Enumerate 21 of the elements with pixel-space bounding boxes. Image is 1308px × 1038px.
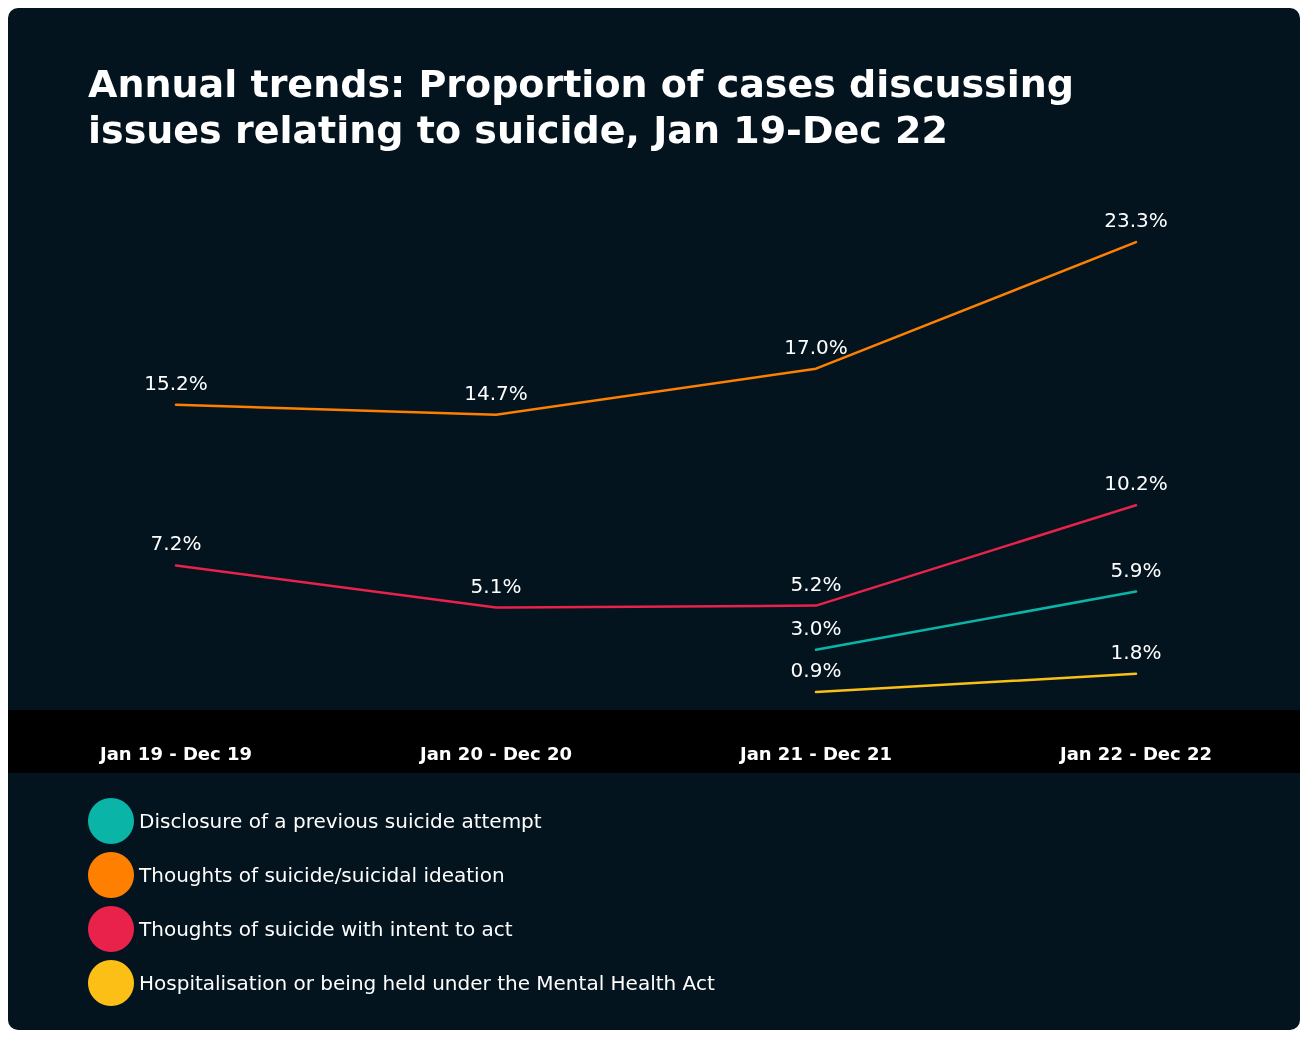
data-label: 0.9% xyxy=(790,657,842,682)
x-tick-label: Jan 20 - Dec 20 xyxy=(417,742,573,764)
legend-label: Hospitalisation or being held under the Mental Health Act xyxy=(139,971,715,995)
data-label: 15.2% xyxy=(144,370,208,395)
legend-label: Thoughts of suicide with intent to act xyxy=(138,917,513,941)
data-label: 7.2% xyxy=(150,531,202,556)
x-tick-label: Jan 22 - Dec 22 xyxy=(1057,742,1213,764)
data-label: 17.0% xyxy=(784,334,848,359)
data-label: 10.2% xyxy=(1104,471,1168,496)
chart-title: Annual trends: Proportion of cases discussing issues relating to suicide, Jan 19-Dec 22 xyxy=(88,62,1088,152)
x-tick-label: Jan 21 - Dec 21 xyxy=(737,742,893,764)
data-label: 5.1% xyxy=(470,573,522,598)
x-tick-label: Jan 19 - Dec 19 xyxy=(97,742,253,764)
legend-label: Thoughts of suicide/suicidal ideation xyxy=(138,863,505,887)
data-label: 23.3% xyxy=(1104,208,1168,233)
legend-label: Disclosure of a previous suicide attempt xyxy=(139,809,542,833)
data-label: 14.7% xyxy=(464,380,528,405)
data-label: 5.9% xyxy=(1110,557,1162,582)
data-label: 3.0% xyxy=(790,615,842,640)
data-label: 5.2% xyxy=(790,571,842,596)
data-label: 1.8% xyxy=(1110,639,1162,664)
